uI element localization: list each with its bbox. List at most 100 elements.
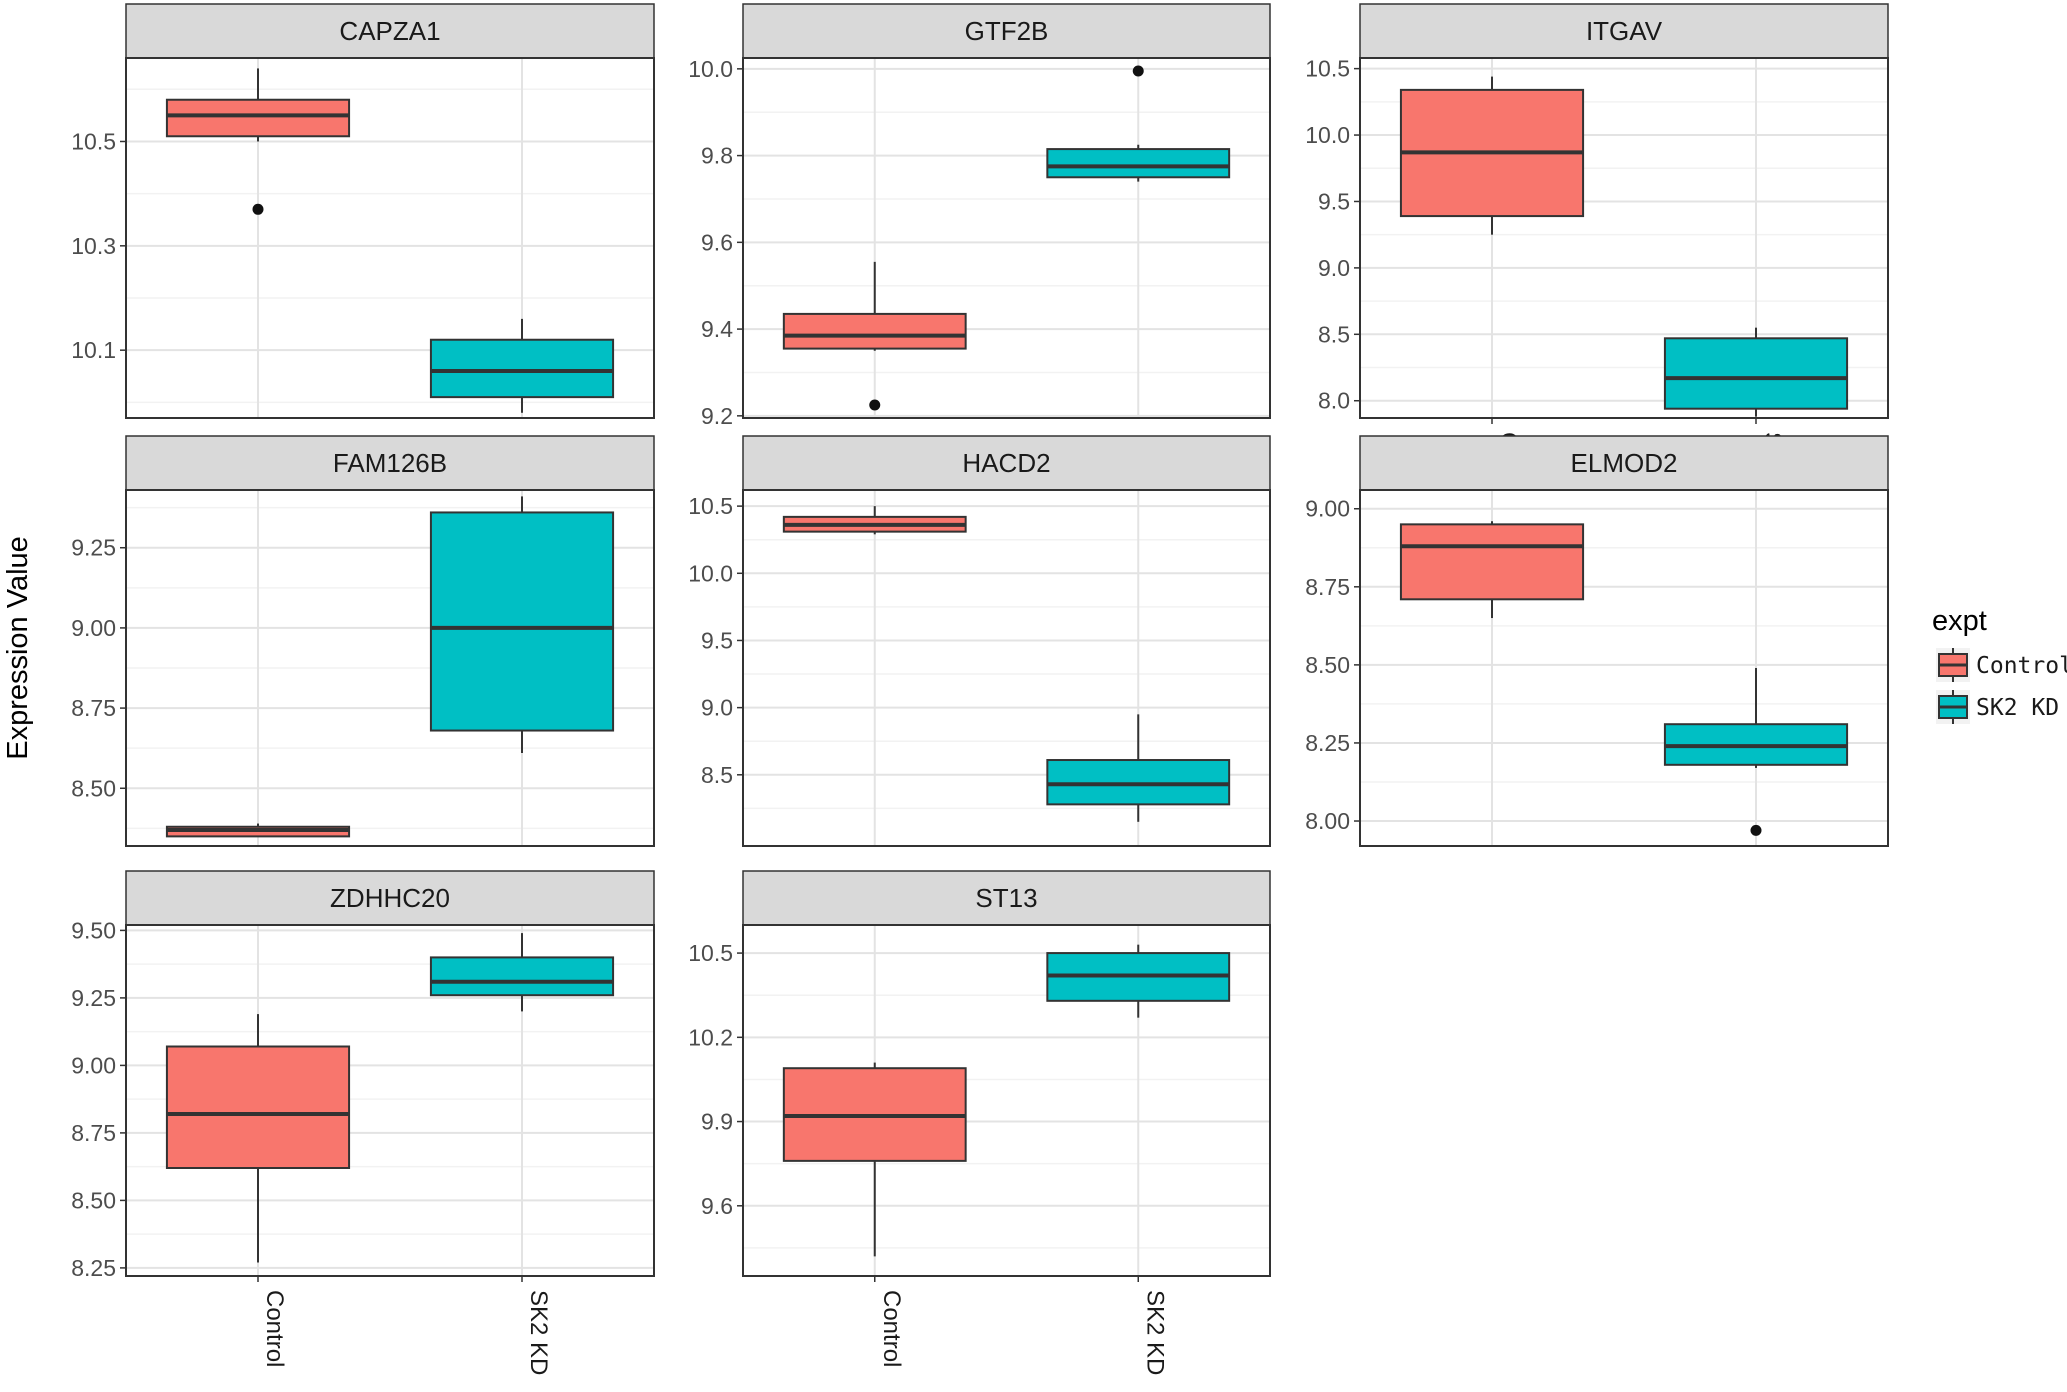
box-control bbox=[165, 823, 351, 838]
y-tick-label: 8.0 bbox=[1318, 388, 1350, 414]
legend: expt Control SK2 KD bbox=[1932, 605, 2067, 724]
box-control bbox=[782, 1062, 967, 1257]
y-tick-label: 9.00 bbox=[71, 615, 116, 641]
panel-title: FAM126B bbox=[333, 448, 447, 478]
outlier-point bbox=[1132, 65, 1144, 77]
y-tick-label: 10.5 bbox=[71, 128, 116, 154]
legend-item-control: Control bbox=[1936, 648, 2067, 682]
panel-st13: ST13 9.6 9.9 10.2 10.5 Control SK2 KD bbox=[688, 870, 1271, 1375]
legend-item-sk2-kd: SK2 KD bbox=[1936, 690, 2059, 724]
panel-capza1: CAPZA1 10.1 10.3 10.5 bbox=[71, 3, 655, 419]
panel-border bbox=[125, 489, 655, 847]
panel-zdhhc20: ZDHHC20 8.25 8.50 8.75 9.00 9.25 9.50 Control SK… bbox=[71, 870, 655, 1375]
x-tick-label: Control bbox=[878, 1290, 905, 1367]
y-tick-label: 9.9 bbox=[701, 1109, 733, 1135]
panel-title: CAPZA1 bbox=[339, 16, 440, 46]
y-tick-label: 9.5 bbox=[701, 627, 733, 653]
box-iqr bbox=[165, 1045, 351, 1169]
outlier-point bbox=[869, 399, 881, 411]
box-sk2-kd bbox=[1046, 65, 1231, 182]
outlier-point bbox=[1750, 824, 1762, 836]
y-tick-label: 9.6 bbox=[701, 229, 733, 255]
y-tick-label: 9.50 bbox=[71, 917, 116, 943]
y-tick-label: 8.75 bbox=[71, 695, 116, 721]
box-sk2-kd bbox=[1046, 944, 1231, 1018]
y-tick-label: 8.50 bbox=[1305, 652, 1350, 678]
box-control bbox=[1399, 76, 1585, 235]
box-control bbox=[782, 506, 967, 535]
y-tick-label: 9.6 bbox=[701, 1193, 733, 1219]
panel-border bbox=[742, 924, 1271, 1277]
y-tick-label: 9.5 bbox=[1318, 188, 1350, 214]
x-tick-label: SK2 KD bbox=[525, 1290, 552, 1375]
box-sk2-kd bbox=[429, 496, 615, 753]
box-sk2-kd bbox=[1663, 327, 1849, 417]
box-iqr bbox=[1663, 337, 1849, 410]
y-tick-label: 9.4 bbox=[701, 316, 733, 342]
box-iqr bbox=[1046, 759, 1231, 806]
panel-border bbox=[125, 924, 655, 1277]
y-tick-label: 10.1 bbox=[71, 337, 116, 363]
x-tick-label: Control bbox=[261, 1290, 288, 1367]
box-control bbox=[1399, 521, 1585, 619]
box-sk2-kd bbox=[1663, 668, 1849, 836]
box-sk2-kd bbox=[429, 933, 615, 1012]
panel-strip bbox=[125, 3, 655, 59]
box-iqr bbox=[1399, 523, 1585, 601]
y-tick-label: 9.25 bbox=[71, 985, 116, 1011]
panel-strip bbox=[1359, 3, 1889, 59]
panel-border bbox=[1359, 489, 1889, 847]
y-tick-label: 8.25 bbox=[1305, 730, 1350, 756]
y-tick-label: 8.75 bbox=[1305, 574, 1350, 600]
y-tick-label: 9.2 bbox=[701, 403, 733, 429]
panel-title: HACD2 bbox=[962, 448, 1050, 478]
y-tick-label: 10.5 bbox=[688, 940, 733, 966]
box-iqr bbox=[429, 338, 615, 399]
y-tick-label: 10.3 bbox=[71, 233, 116, 259]
panel-elmod2: ELMOD2 8.00 8.25 8.50 8.75 9.00 bbox=[1305, 435, 1889, 847]
y-tick-label: 8.75 bbox=[71, 1120, 116, 1146]
panel-title: ZDHHC20 bbox=[330, 883, 450, 913]
y-tick-label: 9.8 bbox=[701, 143, 733, 169]
y-tick-label: 10.5 bbox=[1305, 56, 1350, 82]
y-tick-label: 9.0 bbox=[701, 695, 733, 721]
y-tick-label: 10.0 bbox=[1305, 122, 1350, 148]
legend-label: Control bbox=[1976, 653, 2067, 679]
y-tick-label: 8.50 bbox=[71, 775, 116, 801]
box-sk2-kd bbox=[429, 318, 615, 413]
box-control bbox=[782, 261, 967, 411]
y-tick-label: 9.00 bbox=[1305, 496, 1350, 522]
y-tick-label: 10.0 bbox=[688, 560, 733, 586]
y-tick-label: 8.25 bbox=[71, 1255, 116, 1281]
panel-strip bbox=[742, 3, 1271, 59]
y-tick-label: 8.5 bbox=[1318, 321, 1350, 347]
panel-fam126b: FAM126B 8.50 8.75 9.00 9.25 bbox=[71, 435, 655, 847]
panels-layer: CAPZA1 10.1 10.3 10.5 GTF2B 9.2 9.4 9.6 9.8 10.0 I… bbox=[71, 3, 1889, 1375]
panel-strip bbox=[125, 870, 655, 926]
panel-strip bbox=[742, 870, 1271, 926]
legend-title: expt bbox=[1932, 605, 1987, 637]
panel-title: GTF2B bbox=[965, 16, 1049, 46]
y-tick-label: 10.0 bbox=[688, 56, 733, 82]
outlier-point bbox=[252, 203, 264, 215]
box-control bbox=[165, 1014, 351, 1263]
panel-title: ELMOD2 bbox=[1571, 448, 1678, 478]
y-axis-title: Expression Value bbox=[2, 536, 34, 760]
box-iqr bbox=[429, 511, 615, 732]
panel-title: ITGAV bbox=[1586, 16, 1663, 46]
x-tick-label: SK2 KD bbox=[1141, 1290, 1168, 1375]
panel-gtf2b: GTF2B 9.2 9.4 9.6 9.8 10.0 bbox=[688, 3, 1271, 429]
box-iqr bbox=[782, 312, 967, 350]
box-iqr bbox=[1046, 148, 1231, 179]
panel-background bbox=[743, 58, 1270, 418]
legend-label: SK2 KD bbox=[1976, 695, 2059, 721]
y-tick-label: 10.2 bbox=[688, 1024, 733, 1050]
panel-border bbox=[742, 489, 1271, 847]
box-control bbox=[165, 68, 351, 215]
panel-title: ST13 bbox=[975, 883, 1037, 913]
panel-strip bbox=[125, 435, 655, 491]
panel-border bbox=[742, 57, 1271, 419]
y-tick-label: 8.00 bbox=[1305, 808, 1350, 834]
y-tick-label: 8.50 bbox=[71, 1187, 116, 1213]
